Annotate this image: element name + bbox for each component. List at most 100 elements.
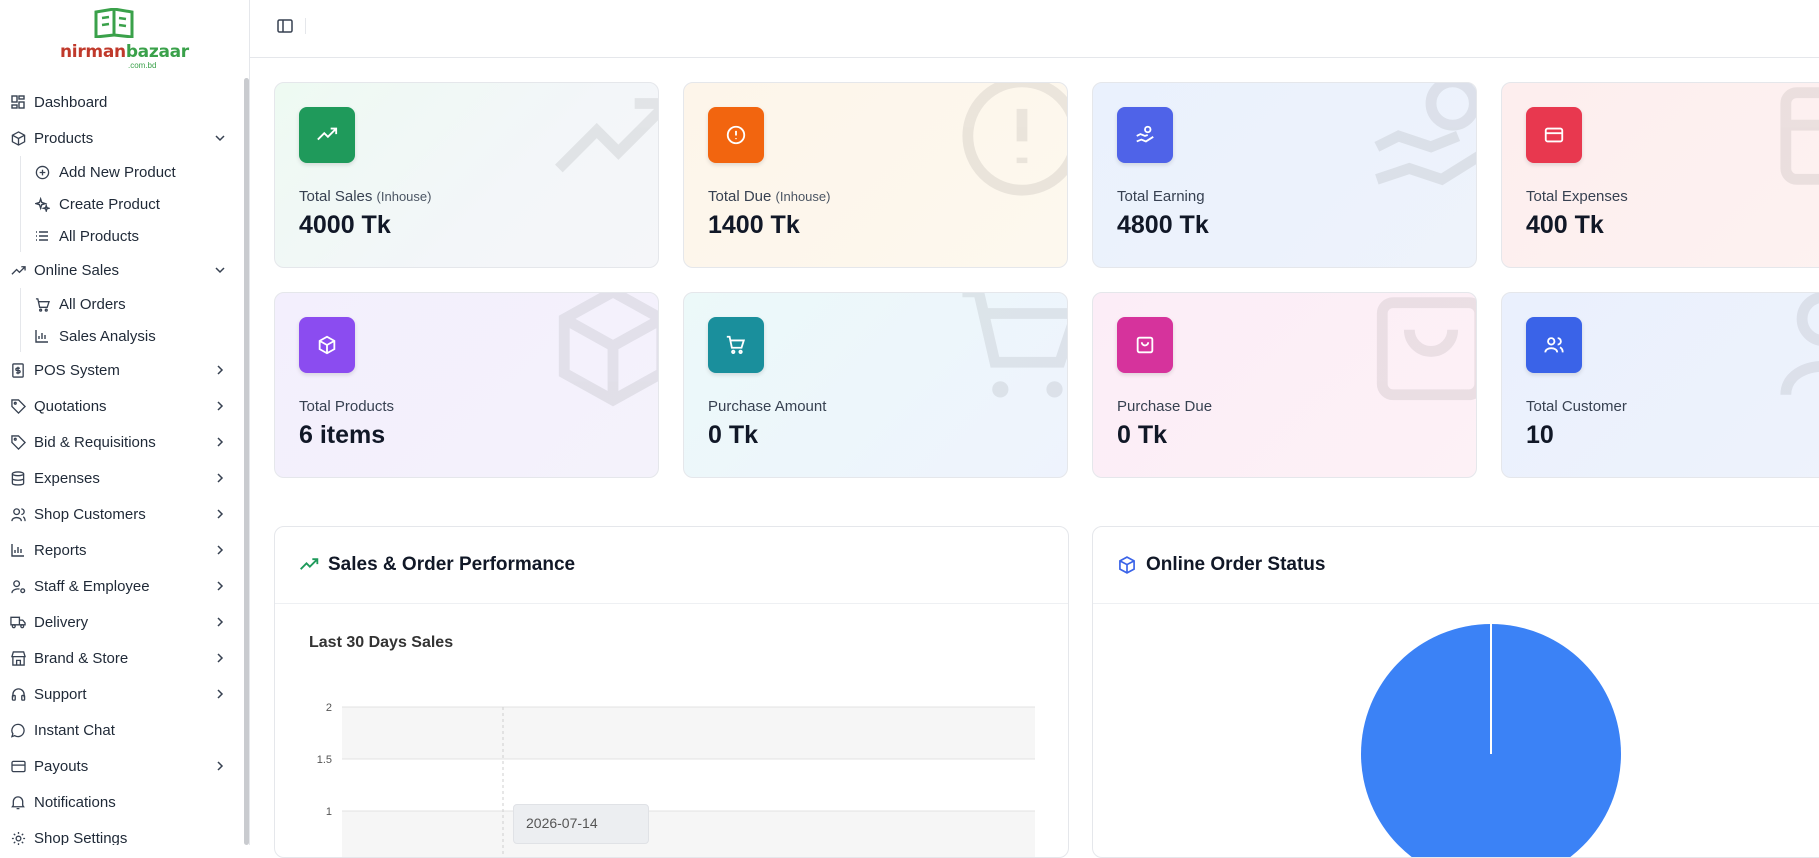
grid-band: [342, 707, 1035, 759]
users-icon: [1526, 317, 1582, 373]
sidebar-item-all-products[interactable]: All Products: [0, 220, 240, 252]
sidebar-item-instant-chat[interactable]: Instant Chat: [0, 712, 240, 748]
stat-card-total-products[interactable]: Total Products 6 items: [274, 292, 659, 478]
cart-bg-icon: [962, 293, 1067, 398]
stat-card-total-due[interactable]: Total Due (Inhouse) 1400 Tk: [683, 82, 1068, 268]
sales-performance-panel: Sales & Order Performance Last 30 Days S…: [274, 526, 1069, 858]
alert-circle-bg-icon: [962, 83, 1067, 196]
alert-circle-icon: [708, 107, 764, 163]
box-bg-icon: [558, 293, 658, 407]
sidebar-item-support[interactable]: Support: [0, 676, 240, 712]
stat-card-total-customer[interactable]: Total Customer 10: [1501, 292, 1819, 478]
tag-icon: [10, 434, 26, 450]
stat-card-total-expenses[interactable]: Total Expenses 400 Tk: [1501, 82, 1819, 268]
hand-coins-bg-icon: [1374, 83, 1476, 186]
gear-icon: [10, 830, 26, 845]
y-tick-label: 1.5: [317, 754, 332, 766]
stat-card-total-sales[interactable]: Total Sales (Inhouse) 4000 Tk: [274, 82, 659, 268]
sidebar-item-label: Instant Chat: [34, 721, 115, 739]
sidebar-item-label: Create Product: [59, 195, 160, 213]
stat-value: 1400 Tk: [708, 211, 800, 239]
sidebar-item-label: Reports: [34, 541, 87, 559]
stat-card-purchase-due[interactable]: Purchase Due 0 Tk: [1092, 292, 1477, 478]
sidebar-item-dashboard[interactable]: Dashboard: [0, 84, 240, 120]
chart-tooltip: 2026-07-14: [513, 804, 649, 844]
chevron-right-icon[interactable]: [214, 544, 226, 556]
stat-value: 10: [1526, 421, 1554, 449]
sidebar-item-create-product[interactable]: Create Product: [0, 188, 240, 220]
stat-label: Total Customer: [1526, 398, 1627, 415]
sidebar-item-label: Dashboard: [34, 93, 108, 111]
chevron-down-icon[interactable]: [214, 264, 226, 276]
sidebar-item-reports[interactable]: Reports: [0, 532, 240, 568]
chevron-right-icon[interactable]: [214, 652, 226, 664]
order-status-pie-chart[interactable]: [1093, 604, 1819, 857]
header-divider: [305, 18, 306, 34]
receipt-icon: [10, 362, 26, 378]
chevron-right-icon[interactable]: [214, 472, 226, 484]
stat-card-purchase-amount[interactable]: Purchase Amount 0 Tk: [683, 292, 1068, 478]
sidebar-item-label: All Orders: [59, 295, 126, 313]
brand-logo[interactable]: nirmanbazaar .com.bd: [60, 8, 189, 70]
chevron-right-icon[interactable]: [214, 580, 226, 592]
sidebar-item-label: Add New Product: [59, 163, 176, 181]
sidebar-item-bid-requisitions[interactable]: Bid & Requisitions: [0, 424, 240, 460]
sidebar-item-label: Support: [34, 685, 87, 703]
sidebar-scrollbar[interactable]: [244, 78, 249, 845]
bell-icon: [10, 794, 26, 810]
tag-icon: [10, 398, 26, 414]
trending-up-icon: [10, 262, 26, 278]
sales-line-chart[interactable]: 21.510.5: [275, 657, 1068, 857]
panel-title: Sales & Order Performance: [328, 554, 576, 575]
grid-icon: [10, 94, 26, 110]
wallet-icon: [10, 758, 26, 774]
cart-icon: [708, 317, 764, 373]
chart-title: Last 30 Days Sales: [309, 634, 454, 651]
sidebar-item-label: Shop Settings: [34, 829, 128, 846]
panel-header: Online Order Status: [1093, 527, 1819, 604]
trending-up-bg-icon: [555, 98, 658, 173]
sidebar-item-staff-employee[interactable]: Staff & Employee: [0, 568, 240, 604]
sidebar-item-sales-analysis[interactable]: Sales Analysis: [0, 320, 240, 352]
hand-coins-icon: [1117, 107, 1173, 163]
stat-label: Total Products: [299, 398, 395, 415]
sidebar-item-shop-settings[interactable]: Shop Settings: [0, 820, 240, 845]
chevron-down-icon[interactable]: [214, 132, 226, 144]
shopping-bag-bg-icon: [1376, 297, 1476, 401]
chevron-right-icon[interactable]: [214, 760, 226, 772]
stat-value: 4000 Tk: [299, 211, 391, 239]
chevron-right-icon[interactable]: [214, 688, 226, 700]
sidebar-item-label: Expenses: [34, 469, 100, 487]
database-icon: [10, 470, 26, 486]
sidebar-item-label: Bid & Requisitions: [34, 433, 156, 451]
sidebar-item-expenses[interactable]: Expenses: [0, 460, 240, 496]
top-bar: [250, 0, 1819, 58]
chevron-right-icon[interactable]: [214, 508, 226, 520]
chevron-right-icon[interactable]: [214, 436, 226, 448]
sidebar-item-all-orders[interactable]: All Orders: [0, 288, 240, 320]
sidebar-item-pos-system[interactable]: POS System: [0, 352, 240, 388]
chevron-right-icon[interactable]: [214, 364, 226, 376]
y-tick-label: 1: [326, 806, 332, 818]
stat-card-total-earning[interactable]: Total Earning 4800 Tk: [1092, 82, 1477, 268]
sidebar-item-notifications[interactable]: Notifications: [0, 784, 240, 820]
list-icon: [34, 228, 50, 244]
sidebar-item-delivery[interactable]: Delivery: [0, 604, 240, 640]
users-icon: [10, 506, 26, 522]
panel-title: Online Order Status: [1146, 554, 1326, 575]
sidebar-item-products[interactable]: Products: [0, 120, 240, 156]
sidebar-item-label: Online Sales: [34, 261, 120, 279]
plus-circle-icon: [34, 164, 50, 180]
sidebar-item-label: Staff & Employee: [34, 577, 150, 595]
sidebar-item-add-new-product[interactable]: Add New Product: [0, 156, 240, 188]
sidebar-item-quotations[interactable]: Quotations: [0, 388, 240, 424]
chevron-right-icon[interactable]: [214, 616, 226, 628]
sidebar-item-online-sales[interactable]: Online Sales: [0, 252, 240, 288]
sidebar-item-payouts[interactable]: Payouts: [0, 748, 240, 784]
sidebar-item-label: Products: [34, 129, 94, 147]
sidebar-item-shop-customers[interactable]: Shop Customers: [0, 496, 240, 532]
sidebar-toggle-icon[interactable]: [276, 17, 294, 35]
chevron-right-icon[interactable]: [214, 400, 226, 412]
sidebar-item-label: Payouts: [34, 757, 89, 775]
sidebar-item-brand-store[interactable]: Brand & Store: [0, 640, 240, 676]
